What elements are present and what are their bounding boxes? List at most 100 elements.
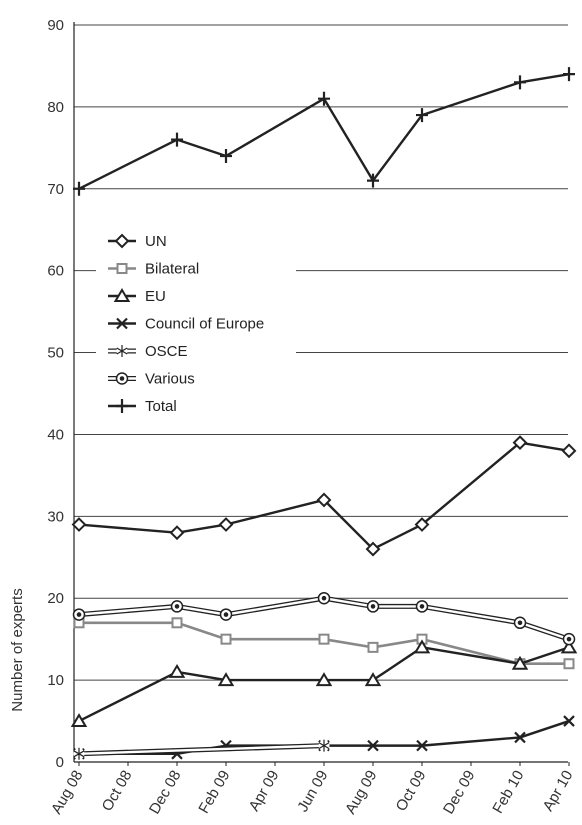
marker-diamond — [71, 517, 87, 532]
marker-plus — [367, 173, 379, 188]
marker-circle-dot — [119, 376, 125, 381]
x-tick-label: Oct 08 — [99, 768, 136, 815]
marker-square — [318, 633, 330, 645]
x-tick-label: Apr 10 — [540, 768, 577, 815]
marker-square — [220, 633, 232, 645]
series-line — [79, 621, 569, 666]
marker-triangle — [113, 288, 131, 302]
legend-label: UN — [145, 233, 167, 250]
marker-plus — [514, 75, 526, 90]
y-tick-label: 50 — [47, 345, 64, 362]
marker-diamond — [316, 492, 332, 508]
marker-diamond — [414, 517, 430, 532]
x-tick-label: Apr 09 — [246, 768, 283, 815]
marker-plus — [318, 91, 330, 106]
series-osce — [73, 739, 330, 760]
legend-item: Council of Europe — [108, 316, 264, 333]
y-tick-label: 80 — [47, 99, 64, 116]
marker-circle-dot — [419, 604, 425, 609]
marker-triangle — [70, 713, 88, 728]
marker-triangle — [413, 639, 431, 654]
marker-diamond — [561, 443, 577, 459]
series-various — [72, 591, 576, 646]
legend-label: Bilateral — [145, 261, 199, 278]
marker-plus — [116, 399, 128, 413]
marker-plus — [563, 67, 575, 82]
marker-triangle — [315, 672, 333, 687]
legend-background — [96, 222, 296, 418]
marker-circle-dot — [370, 604, 376, 609]
series-un — [71, 435, 577, 557]
marker-circle-dot — [566, 636, 572, 642]
series-line — [78, 646, 570, 723]
legend-item: Total — [108, 398, 177, 415]
legend-item: EU — [108, 288, 166, 305]
marker-x — [514, 731, 526, 744]
series-line — [78, 744, 325, 756]
y-tick-label: 30 — [47, 508, 64, 525]
x-tick-label: Dec 09 — [440, 768, 478, 818]
marker-triangle — [217, 672, 235, 687]
marker-circle-dot — [174, 604, 180, 609]
marker-circle-dot — [223, 612, 229, 617]
marker-plus — [73, 181, 85, 196]
marker-x — [116, 317, 128, 330]
marker-triangle — [364, 672, 382, 687]
y-axis-label: Number of experts — [9, 588, 26, 711]
legend-label: Various — [145, 371, 195, 388]
marker-square — [367, 641, 379, 653]
marker-x — [416, 739, 428, 752]
y-tick-labels: 0 10 20 30 40 50 60 70 80 90 — [47, 17, 64, 771]
marker-diamond — [114, 233, 130, 249]
legend-box — [96, 222, 296, 418]
marker-star — [73, 747, 85, 760]
x-tick-labels: Aug 08 Oct 08 Dec 08 Feb 09 Apr 09 Jun 09 Aug … — [48, 768, 576, 818]
y-tick-label: 20 — [47, 590, 64, 607]
series-total — [73, 67, 575, 196]
marker-circle-dot — [76, 612, 82, 617]
x-tick-label: Jun 09 — [294, 768, 331, 816]
marker-triangle — [560, 639, 578, 654]
legend-item: UN — [108, 233, 167, 250]
marker-x — [367, 739, 379, 752]
legend-item: Bilateral — [108, 261, 199, 278]
y-tick-label: 40 — [47, 426, 64, 443]
marker-circle-dot — [517, 620, 523, 626]
x-tick-label: Aug 08 — [48, 768, 86, 818]
legend-label: EU — [145, 288, 166, 305]
marker-x — [563, 715, 575, 727]
y-tick-label: 10 — [47, 672, 64, 689]
marker-diamond — [218, 517, 234, 532]
marker-star — [116, 345, 128, 357]
series-line — [78, 441, 570, 551]
x-tick-label: Aug 09 — [342, 768, 380, 818]
marker-plus — [416, 108, 428, 123]
marker-circle-dot — [321, 595, 327, 601]
x-tick-label: Dec 08 — [146, 768, 184, 818]
marker-diamond — [365, 541, 381, 557]
y-tick-label: 0 — [56, 754, 64, 771]
x-tick-label: Feb 09 — [195, 768, 233, 817]
y-tick-label: 60 — [47, 263, 64, 280]
marker-square — [563, 658, 575, 670]
x-tick-label: Feb 10 — [489, 768, 527, 817]
series-line — [78, 597, 570, 641]
marker-star — [318, 739, 330, 752]
series-eu — [70, 639, 578, 728]
marker-square — [171, 617, 183, 629]
legend-label: Total — [145, 398, 177, 415]
x-tick-label: Oct 09 — [393, 768, 430, 815]
marker-plus — [220, 149, 232, 164]
marker-triangle — [168, 663, 186, 678]
marker-diamond — [512, 435, 528, 451]
legend-label: OSCE — [145, 343, 188, 360]
y-tick-label: 90 — [47, 17, 64, 34]
axes — [73, 22, 570, 766]
marker-plus — [171, 132, 183, 147]
legend-item: Various — [108, 371, 195, 388]
marker-triangle — [511, 655, 529, 670]
marker-diamond — [169, 525, 185, 541]
legend-item: OSCE — [108, 343, 188, 360]
legend-label: Council of Europe — [145, 316, 264, 333]
